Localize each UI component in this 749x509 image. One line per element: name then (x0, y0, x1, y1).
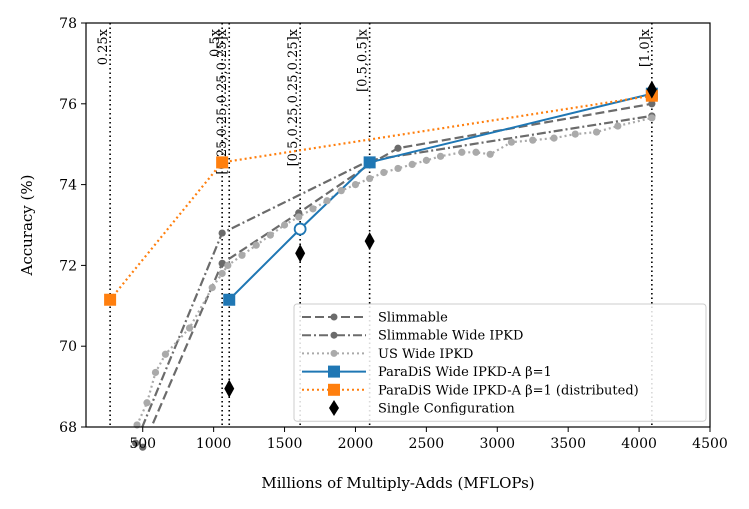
y-tick-label-4: 76 (59, 97, 77, 113)
series-5-point-0 (224, 379, 235, 398)
series-2-point-32 (648, 114, 656, 122)
series-group (109, 92, 653, 427)
y-tick-label-1: 70 (59, 339, 77, 355)
series-2-point-13 (309, 205, 317, 213)
vline-label-4: [0.5,0.5]x (356, 28, 371, 92)
series-2-point-18 (380, 168, 388, 177)
legend-marker-0 (330, 313, 338, 321)
series-2-point-31 (614, 122, 622, 130)
legend-marker-2 (330, 349, 338, 357)
series-5-point-3 (646, 80, 657, 99)
series-line-2 (136, 116, 653, 426)
plot-frame (85, 22, 711, 428)
x-tick-label-6: 3500 (550, 436, 586, 452)
series-4-point-0 (104, 293, 117, 306)
y-tick-label-2: 72 (59, 258, 77, 274)
y-axis-label: Accuracy (%) (18, 174, 36, 276)
series-2-point-14 (323, 197, 331, 205)
series-2-point-25 (486, 150, 494, 158)
series-2-point-30 (592, 128, 601, 136)
series-2-point-15 (337, 187, 345, 195)
series-line-1 (141, 114, 653, 427)
x-tick-label-2: 1500 (267, 436, 303, 452)
series-1-point-0 (132, 439, 140, 447)
legend-marker-1 (330, 331, 338, 339)
series-2-point-1 (143, 399, 151, 407)
series-2-point-8 (238, 251, 246, 259)
series-5-point-2 (364, 232, 375, 251)
legend-label-5: Single Configuration (378, 402, 515, 417)
y-tick-label-3: 74 (59, 178, 77, 194)
y-axis-ticks: 68 70 72 74 76 78 (59, 16, 86, 436)
legend: Slimmable Slimmable Wide IPKD US Wide IPKD… (293, 303, 707, 422)
series-2-point-7 (224, 261, 232, 269)
series-2-point-2 (151, 368, 160, 377)
series-3-point-1 (293, 222, 307, 236)
legend-label-4: ParaDiS Wide IPKD-A β=1 (distributed) (378, 383, 639, 398)
series-2-point-10 (266, 231, 274, 239)
x-tick-label-4: 2500 (409, 436, 445, 452)
series-2-point-23 (458, 148, 466, 156)
series-2-point-4 (185, 324, 194, 332)
x-axis-ticks: 500 1000 1500 2000 2500 3000 3500 4000 4500 (129, 427, 728, 452)
series-2-point-28 (550, 134, 558, 142)
series-1-point-1 (218, 229, 226, 237)
y-tick-label-5: 78 (59, 16, 77, 32)
x-tick-label-0: 500 (129, 436, 156, 452)
vline-label-3: [0.5,0.25,0.25,0.25]x (286, 28, 301, 166)
series-5-point-1 (295, 244, 306, 263)
series-2-point-26 (507, 138, 516, 146)
vertical-reference-lines: 0.25x 0.5x[0.25,0.25,0.25,0.25]x [0.5,0.25… (96, 23, 653, 427)
series-line-3 (228, 92, 653, 301)
x-tick-label-8: 4500 (692, 436, 728, 452)
series-2-point-5 (208, 284, 216, 292)
vline-label-2: [0.25,0.25,0.25,0.25]x (215, 28, 230, 174)
series-2-point-19 (394, 164, 402, 173)
legend-marker-3 (328, 365, 340, 378)
vline-label-5: [1.0]x (638, 28, 653, 67)
legend-marker-5 (329, 400, 339, 416)
series-4-point-1 (216, 156, 229, 169)
x-tick-label-3: 2000 (338, 436, 374, 452)
legend-label-3: ParaDiS Wide IPKD-A β=1 (378, 365, 552, 380)
x-tick-label-1: 1000 (196, 436, 232, 452)
series-2-point-3 (161, 350, 170, 358)
legend-label-2: US Wide IPKD (378, 347, 473, 362)
vline-label-0: 0.25x (96, 28, 111, 65)
series-2-point-22 (436, 152, 445, 160)
series-2-point-21 (422, 156, 430, 164)
series-2-point-29 (571, 130, 579, 138)
legend-marker-4 (328, 383, 340, 396)
series-0-point-4 (394, 144, 402, 152)
x-axis-label: Millions of Multiply-Adds (MFLOPs) (261, 474, 534, 492)
y-tick-label-0: 68 (59, 420, 77, 436)
series-0-point-5 (648, 100, 656, 108)
x-tick-label-5: 3000 (479, 436, 515, 452)
legend-label-1: Slimmable Wide IPKD (378, 329, 523, 344)
series-0-point-1 (218, 259, 226, 267)
series-2-point-6 (218, 269, 226, 278)
series-2-point-20 (408, 160, 416, 168)
x-tick-label-7: 4000 (621, 436, 657, 452)
series-2-point-17 (366, 174, 374, 183)
series-3-point-2 (363, 156, 376, 169)
series-2-point-16 (351, 181, 360, 189)
series-2-point-9 (252, 241, 260, 249)
legend-label-0: Slimmable (378, 311, 448, 326)
series-2-point-24 (472, 148, 480, 156)
series-0-point-0 (139, 443, 147, 451)
series-2-point-11 (280, 221, 289, 229)
legend-box (293, 303, 707, 422)
series-2-point-27 (529, 136, 537, 144)
vline-label-1: 0.5x (208, 28, 223, 57)
series-markers-group (104, 80, 658, 451)
series-2-point-12 (295, 213, 303, 221)
series-3-point-0 (223, 293, 236, 306)
